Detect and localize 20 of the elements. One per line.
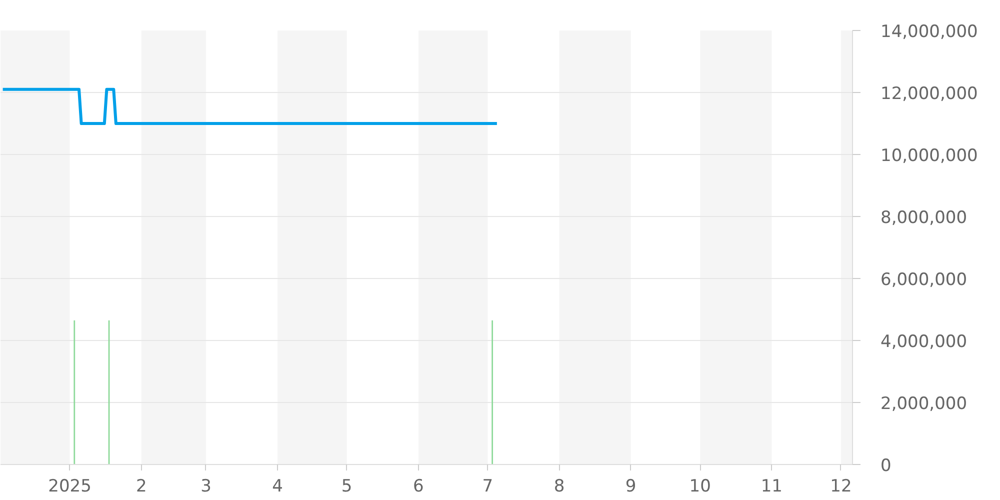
y-tick-label: 0 — [880, 456, 892, 476]
x-tick-label: 4 — [272, 476, 283, 496]
y-tick-label: 12,000,000 — [880, 84, 978, 104]
x-tick-label: 2025 — [48, 476, 92, 496]
x-tick-label: 7 — [482, 476, 494, 496]
y-tick-label: 14,000,000 — [880, 22, 978, 42]
x-tick-label: 9 — [625, 476, 636, 496]
y-tick-label: 6,000,000 — [880, 270, 968, 290]
y-tick-label: 4,000,000 — [880, 332, 968, 352]
x-tick-label: 2 — [136, 476, 147, 496]
x-tick-label: 12 — [830, 476, 852, 496]
x-tick-label: 11 — [760, 476, 783, 496]
y-tick-label: 10,000,000 — [880, 146, 978, 166]
x-tick-label: 8 — [554, 476, 565, 496]
x-tick-label: 6 — [413, 476, 424, 496]
x-tick-label: 10 — [689, 476, 711, 496]
y-tick-label: 8,000,000 — [880, 208, 968, 228]
x-tick-label: 3 — [200, 476, 212, 496]
y-tick-label: 2,000,000 — [880, 394, 968, 414]
x-tick-label: 5 — [341, 476, 352, 496]
